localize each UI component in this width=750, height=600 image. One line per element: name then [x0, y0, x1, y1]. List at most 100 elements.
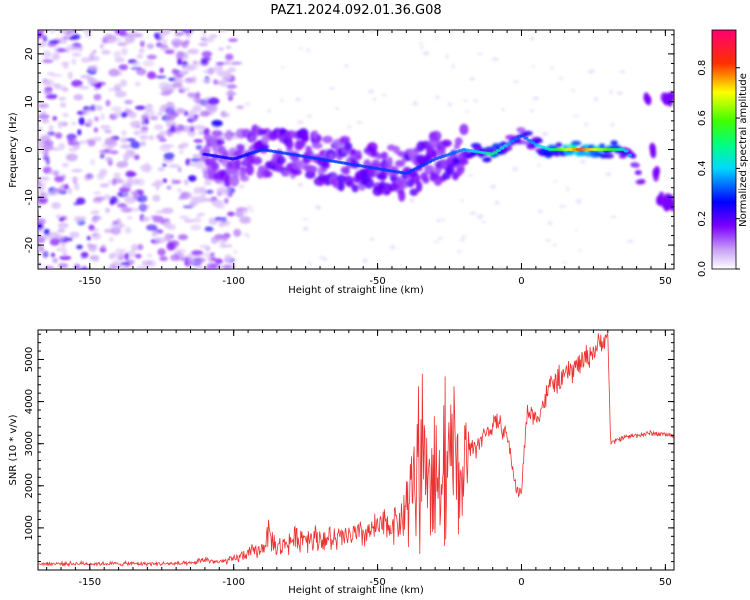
- heatmap-noise-blob: [372, 97, 377, 101]
- heatmap-ridge-point: [406, 170, 412, 174]
- heatmap-noise-blob: [575, 198, 582, 204]
- heatmap-noise-blob: [419, 41, 423, 45]
- heatmap-noise-blob: [529, 109, 535, 113]
- heatmap-noise-blob: [131, 61, 141, 67]
- heatmap-xlabel: Height of straight line (km): [288, 285, 424, 296]
- heatmap-noise-blob: [477, 52, 483, 56]
- heatmap-noise-blob: [228, 38, 238, 42]
- heatmap-noise-blob: [323, 257, 328, 262]
- heatmap-noise-blob: [94, 196, 106, 201]
- y-tick-label: 4000: [24, 389, 35, 414]
- heatmap-noise-blob: [81, 266, 88, 269]
- heatmap-noise-blob: [147, 71, 157, 80]
- heatmap-noise-blob: [381, 93, 388, 97]
- heatmap-noise-blob: [193, 139, 204, 143]
- heatmap-noise-blob: [92, 191, 102, 195]
- heatmap-noise-blob: [130, 66, 143, 71]
- heatmap-ridge-blob: [637, 178, 646, 185]
- heatmap-noise-blob: [445, 54, 449, 60]
- heatmap-noise-blob: [498, 266, 503, 269]
- heatmap-noise-blob: [192, 60, 197, 65]
- heatmap-ridge-blob: [239, 175, 250, 182]
- heatmap-ridge-blob: [321, 162, 331, 169]
- heatmap-noise-blob: [199, 244, 211, 249]
- heatmap-noise-blob: [38, 30, 46, 33]
- heatmap-noise-blob: [110, 223, 119, 228]
- heatmap-noise-blob: [42, 155, 50, 161]
- heatmap-noise-blob: [87, 244, 98, 248]
- heatmap-noise-blob: [51, 52, 60, 61]
- heatmap-noise-blob: [183, 218, 195, 223]
- heatmap-noise-blob: [108, 87, 113, 92]
- heatmap-ridge-blob: [216, 138, 225, 146]
- heatmap-noise-blob: [119, 79, 128, 87]
- colorbar-tick-label: 0.8: [697, 60, 708, 76]
- heatmap-ridge-blob: [275, 156, 286, 165]
- heatmap-ridge-blob: [223, 175, 232, 188]
- heatmap-ridge-blob: [492, 143, 502, 149]
- heatmap-noise-blob: [45, 158, 50, 166]
- heatmap-noise-blob: [356, 120, 363, 124]
- heatmap-noise-blob: [183, 179, 189, 186]
- heatmap-noise-blob: [223, 60, 232, 66]
- heatmap-noise-blob: [225, 53, 234, 61]
- heatmap-noise-blob: [157, 167, 165, 172]
- heatmap-noise-blob: [49, 238, 60, 246]
- heatmap-noise-blob: [142, 216, 150, 222]
- heatmap-noise-blob: [99, 149, 111, 154]
- heatmap-noise-blob: [38, 103, 50, 109]
- heatmap-noise-blob: [173, 37, 180, 42]
- heatmap-noise-blob: [114, 57, 125, 63]
- heatmap-noise-blob: [178, 71, 183, 75]
- heatmap-noise-blob: [38, 203, 42, 210]
- heatmap-noise-blob: [616, 91, 623, 96]
- heatmap-noise-blob: [190, 196, 198, 205]
- heatmap-noise-blob: [99, 125, 111, 129]
- heatmap-noise-blob: [159, 256, 168, 262]
- heatmap-noise-blob: [111, 260, 120, 265]
- heatmap-noise-blob: [211, 119, 223, 127]
- heatmap-noise-blob: [42, 250, 49, 258]
- heatmap-noise-blob: [177, 188, 182, 193]
- x-tick-label: -150: [78, 276, 101, 287]
- heatmap-noise-blob: [113, 172, 121, 178]
- heatmap-noise-blob: [120, 262, 131, 266]
- heatmap-noise-blob: [185, 158, 191, 166]
- heatmap-noise-blob: [62, 251, 68, 257]
- heatmap-noise-blob: [172, 179, 182, 184]
- heatmap-noise-blob: [248, 209, 255, 213]
- heatmap-ridge-point: [623, 149, 629, 153]
- y-tick-label: 10: [24, 95, 35, 108]
- heatmap-ridge-blob: [337, 180, 345, 192]
- heatmap-noise-blob: [60, 102, 67, 108]
- heatmap-ridge-blob: [327, 152, 334, 161]
- heatmap-noise-blob: [199, 99, 210, 106]
- heatmap-noise-blob: [77, 129, 82, 136]
- heatmap-noise-blob: [139, 129, 148, 134]
- heatmap-noise-blob: [203, 69, 214, 75]
- heatmap-noise-blob: [71, 58, 77, 66]
- heatmap-noise-blob: [218, 265, 224, 269]
- heatmap-noise-blob: [201, 79, 212, 84]
- heatmap-ridge-blob: [393, 145, 401, 155]
- heatmap-noise-blob: [105, 99, 111, 107]
- heatmap-noise-blob: [121, 207, 133, 213]
- heatmap-noise-blob: [198, 42, 209, 47]
- heatmap-noise-blob: [538, 209, 543, 214]
- heatmap-ridge-blob: [484, 156, 492, 163]
- heatmap-noise-blob: [101, 49, 111, 55]
- heatmap-ridge-blob: [431, 149, 438, 160]
- colorbar-ticks: 0.0 0.2 0.4 0.6 0.8: [697, 60, 740, 277]
- heatmap-noise-blob: [124, 99, 133, 105]
- heatmap-ridge-blob: [441, 139, 452, 147]
- heatmap-noise-blob: [136, 53, 144, 59]
- heatmap-noise-blob: [57, 120, 63, 129]
- heatmap-noise-blob: [67, 71, 73, 80]
- heatmap-noise-blob: [120, 144, 131, 149]
- heatmap-ridge-blob: [634, 169, 642, 176]
- heatmap-noise-blob: [58, 217, 65, 222]
- heatmap-noise-blob: [160, 91, 172, 96]
- heatmap-noise-blob: [130, 190, 138, 196]
- heatmap-noise-blob: [159, 67, 164, 74]
